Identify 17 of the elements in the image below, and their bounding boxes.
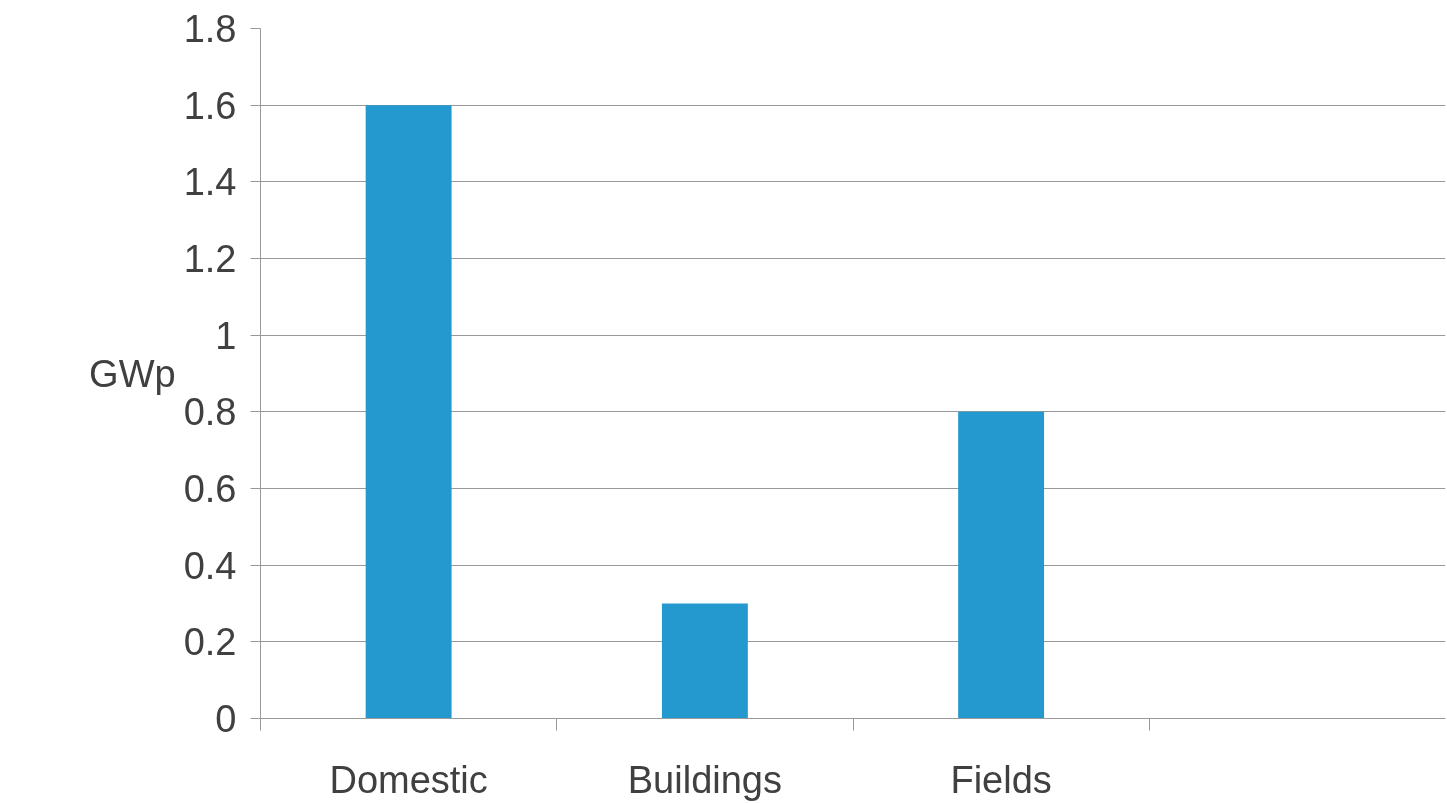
bar <box>661 603 748 719</box>
bar <box>365 105 452 719</box>
y-tick-label: 0.8 <box>183 391 237 434</box>
y-axis-title: GWp <box>89 352 176 395</box>
x-tick-label: Domestic <box>329 758 488 801</box>
x-tick-label: Fields <box>950 758 1052 801</box>
y-tick-label: 1 <box>215 314 237 357</box>
y-tick-label: 1.4 <box>183 161 237 204</box>
y-tick-label: 0.4 <box>183 544 237 587</box>
y-tick-label: 1.2 <box>183 238 237 280</box>
y-tick-label: 0 <box>215 698 237 740</box>
y-tick-label: 0.6 <box>183 468 237 510</box>
x-tick-label: Buildings <box>627 758 782 801</box>
y-tick-label: 0.2 <box>183 621 237 664</box>
y-tick-label: 1.8 <box>183 8 237 50</box>
bar <box>958 411 1045 719</box>
y-tick-label: 1.6 <box>183 84 237 127</box>
